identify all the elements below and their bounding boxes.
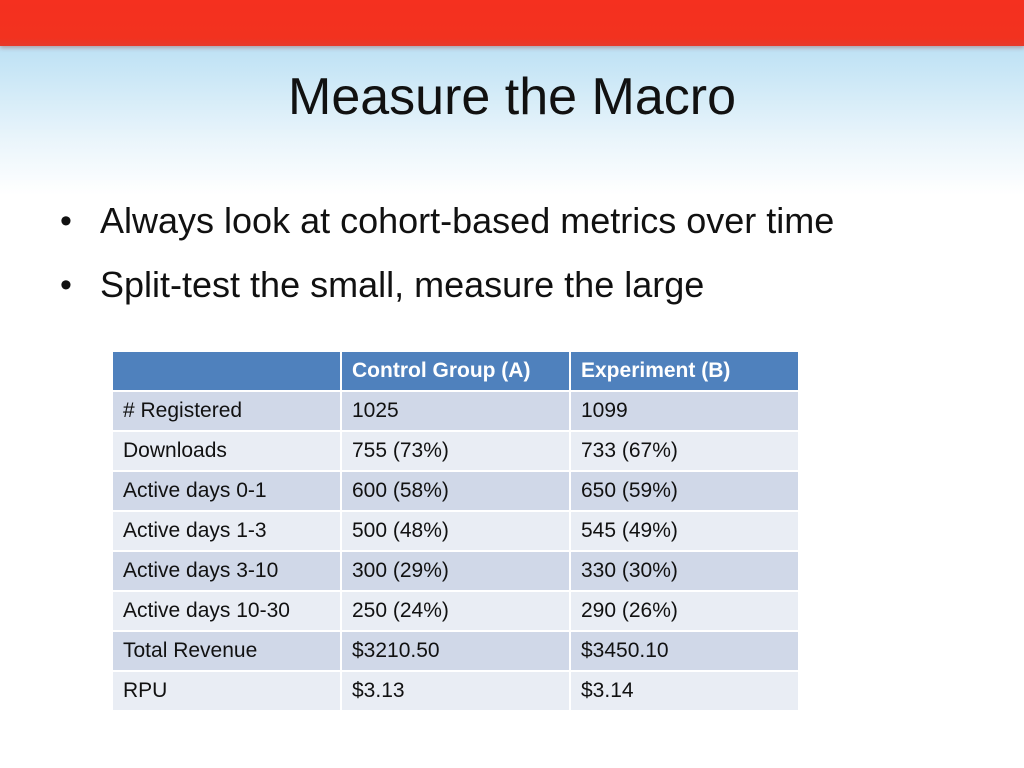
table-row: Active days 1-3 500 (48%) 545 (49%)	[111, 510, 800, 552]
table-cell-metric: Active days 3-10	[111, 550, 342, 592]
bullet-item: • Split-test the small, measure the larg…	[60, 253, 834, 317]
table-header-cell: Experiment (B)	[569, 350, 800, 392]
bullet-dot-icon: •	[60, 202, 72, 240]
table-row: Downloads 755 (73%) 733 (67%)	[111, 430, 800, 472]
table-header-cell	[111, 350, 342, 392]
table-cell-control: 500 (48%)	[340, 510, 571, 552]
table-row: Active days 3-10 300 (29%) 330 (30%)	[111, 550, 800, 592]
slide-title: Measure the Macro	[288, 68, 736, 126]
table-row: Active days 10-30 250 (24%) 290 (26%)	[111, 590, 800, 632]
table-cell-metric: Active days 0-1	[111, 470, 342, 512]
table-row: Active days 0-1 600 (58%) 650 (59%)	[111, 470, 800, 512]
table-cell-metric: Active days 1-3	[111, 510, 342, 552]
table-cell-control: $3210.50	[340, 630, 571, 672]
table-row: Total Revenue $3210.50 $3450.10	[111, 630, 800, 672]
table-cell-metric: RPU	[111, 670, 342, 712]
table-header-cell: Control Group (A)	[340, 350, 571, 392]
table-cell-control: 300 (29%)	[340, 550, 571, 592]
table-cell-control: 600 (58%)	[340, 470, 571, 512]
table-cell-experiment: 1099	[569, 390, 800, 432]
cohort-metrics-table: Control Group (A) Experiment (B) # Regis…	[111, 350, 800, 712]
table-cell-experiment: $3.14	[569, 670, 800, 712]
table-cell-metric: Downloads	[111, 430, 342, 472]
table-cell-metric: Total Revenue	[111, 630, 342, 672]
bullet-text: Always look at cohort-based metrics over…	[100, 200, 835, 241]
table-cell-experiment: 330 (30%)	[569, 550, 800, 592]
bullet-item: • Always look at cohort-based metrics ov…	[60, 189, 834, 253]
table-row: # Registered 1025 1099	[111, 390, 800, 432]
table-cell-control: 1025	[340, 390, 571, 432]
table-cell-metric: # Registered	[111, 390, 342, 432]
table-cell-control: 250 (24%)	[340, 590, 571, 632]
table-cell-experiment: 650 (59%)	[569, 470, 800, 512]
top-accent-bar	[0, 0, 1024, 46]
table-cell-experiment: $3450.10	[569, 630, 800, 672]
table-cell-experiment: 545 (49%)	[569, 510, 800, 552]
table-cell-control: $3.13	[340, 670, 571, 712]
table-cell-experiment: 733 (67%)	[569, 430, 800, 472]
bullet-text: Split-test the small, measure the large	[100, 264, 705, 305]
bullet-dot-icon: •	[60, 266, 72, 304]
table-cell-experiment: 290 (26%)	[569, 590, 800, 632]
table-row: RPU $3.13 $3.14	[111, 670, 800, 712]
table-cell-metric: Active days 10-30	[111, 590, 342, 632]
table-header-row: Control Group (A) Experiment (B)	[111, 350, 800, 392]
table-cell-control: 755 (73%)	[340, 430, 571, 472]
bullet-list: • Always look at cohort-based metrics ov…	[60, 189, 834, 317]
